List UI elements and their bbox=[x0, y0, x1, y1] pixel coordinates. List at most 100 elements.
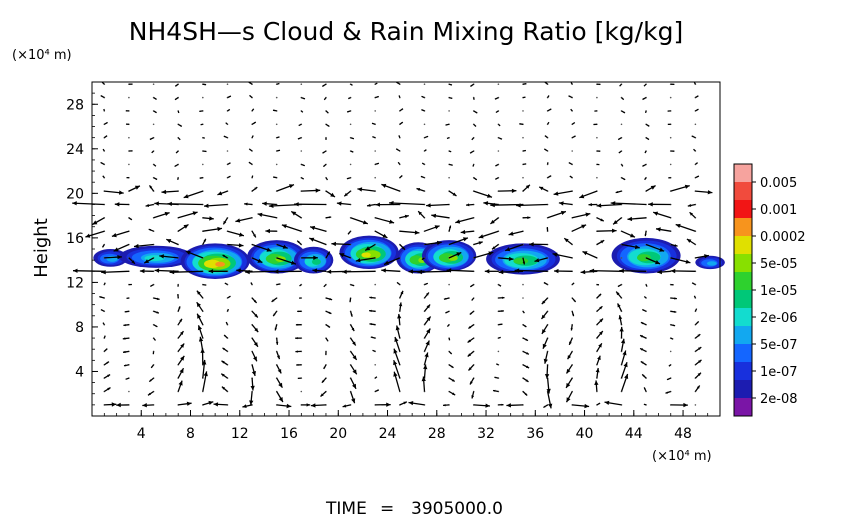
cloud-contour bbox=[215, 261, 226, 267]
cloud-contour bbox=[204, 259, 221, 269]
wind-arrowhead bbox=[421, 376, 426, 382]
wind-arrowhead bbox=[672, 83, 675, 85]
wind-arrowhead bbox=[348, 232, 350, 235]
grid-dot bbox=[128, 136, 130, 139]
wind-arrowhead bbox=[546, 388, 551, 394]
wind-arrow bbox=[388, 202, 425, 206]
wind-arrowhead bbox=[367, 203, 371, 207]
wind-arrowhead bbox=[330, 192, 335, 197]
grid-dot bbox=[349, 163, 352, 166]
wind-arrowhead bbox=[580, 269, 586, 275]
wind-arrowhead bbox=[365, 246, 371, 251]
wind-arrowhead bbox=[103, 322, 104, 324]
y-tick-label: 4 bbox=[75, 364, 84, 380]
wind-arrowhead bbox=[694, 82, 696, 84]
wind-arrowhead bbox=[653, 211, 659, 216]
wind-arrowhead bbox=[131, 150, 133, 152]
wind-arrowhead bbox=[357, 187, 363, 192]
wind-arrowhead bbox=[103, 149, 104, 151]
wind-arrow bbox=[589, 269, 622, 272]
wind-arrowhead bbox=[615, 190, 619, 194]
wind-arrowhead bbox=[667, 123, 669, 125]
wind-arrowhead bbox=[485, 403, 490, 408]
wind-arrowhead bbox=[397, 282, 399, 284]
grid-dot bbox=[522, 297, 524, 299]
wind-arrowhead bbox=[468, 325, 472, 329]
wind-arrowhead bbox=[197, 325, 202, 331]
wind-arrowhead bbox=[468, 367, 472, 371]
wind-arrowhead bbox=[322, 151, 325, 154]
grid-dot bbox=[448, 176, 450, 179]
wind-arrowhead bbox=[347, 110, 349, 113]
wind-arrowhead bbox=[655, 260, 660, 265]
grid-dot bbox=[448, 283, 450, 286]
grid-dot bbox=[669, 163, 672, 166]
wind-arrowhead bbox=[642, 98, 645, 100]
grid-dot bbox=[522, 136, 524, 139]
wind-arrowhead bbox=[179, 124, 182, 127]
wind-arrowhead bbox=[648, 202, 653, 207]
wind-arrowhead bbox=[627, 216, 633, 222]
wind-arrowhead bbox=[276, 355, 280, 360]
wind-arrowhead bbox=[499, 285, 501, 287]
wind-arrowhead bbox=[616, 291, 620, 296]
wind-arrowhead bbox=[450, 97, 453, 99]
wind-arrowhead bbox=[552, 252, 558, 257]
wind-arrowhead bbox=[572, 314, 574, 317]
wind-arrowhead bbox=[369, 323, 372, 326]
wind-arrowhead bbox=[421, 109, 423, 111]
wind-arrowhead bbox=[573, 135, 576, 138]
wind-arrowhead bbox=[242, 404, 247, 408]
wind-arrowhead bbox=[475, 178, 477, 180]
wind-arrowhead bbox=[659, 247, 665, 252]
wind-arrowhead bbox=[297, 137, 300, 140]
x-tick-label: 44 bbox=[625, 426, 643, 442]
wind-arrowhead bbox=[619, 326, 624, 332]
wind-arrowhead bbox=[672, 338, 674, 340]
wind-arrowhead bbox=[569, 341, 572, 345]
wind-arrowhead bbox=[389, 200, 394, 206]
wind-arrowhead bbox=[600, 218, 604, 222]
wind-arrowhead bbox=[295, 350, 298, 353]
wind-arrowhead bbox=[315, 188, 321, 193]
wind-arrowhead bbox=[644, 387, 646, 390]
wind-arrowhead bbox=[634, 244, 640, 250]
wind-arrowhead bbox=[418, 211, 422, 216]
wind-arrowhead bbox=[244, 202, 248, 206]
wind-arrowhead bbox=[471, 138, 473, 140]
wind-arrowhead bbox=[123, 324, 126, 327]
wind-arrowhead bbox=[155, 178, 158, 180]
wind-arrowhead bbox=[291, 211, 297, 216]
wind-arrowhead bbox=[568, 162, 571, 164]
wind-arrowhead bbox=[451, 365, 454, 368]
wind-arrowhead bbox=[624, 374, 629, 379]
wind-arrowhead bbox=[646, 285, 647, 287]
wind-arrowhead bbox=[553, 191, 559, 196]
grid-dot bbox=[374, 176, 377, 179]
wind-arrowhead bbox=[114, 202, 120, 207]
wind-arrowhead bbox=[393, 371, 398, 377]
wind-arrowhead bbox=[673, 310, 677, 313]
grid-dot bbox=[202, 96, 204, 99]
wind-arrowhead bbox=[326, 339, 329, 342]
wind-arrowhead bbox=[672, 284, 674, 286]
cloud-layer bbox=[93, 235, 725, 279]
wind-arrowhead bbox=[156, 311, 159, 314]
wind-arrowhead bbox=[500, 137, 502, 140]
wind-arrowhead bbox=[328, 216, 332, 219]
wind-arrowhead bbox=[352, 369, 357, 375]
wind-arrowhead bbox=[273, 176, 275, 178]
wind-arrowhead bbox=[381, 183, 387, 188]
wind-arrowhead bbox=[310, 403, 316, 408]
wind-arrowhead bbox=[372, 123, 374, 125]
wind-arrowhead bbox=[478, 234, 484, 239]
wind-arrowhead bbox=[472, 165, 474, 167]
wind-arrowhead bbox=[623, 178, 626, 180]
wind-arrowhead bbox=[696, 162, 698, 164]
wind-arrowhead bbox=[352, 341, 356, 346]
wind-arrowhead bbox=[174, 164, 177, 167]
wind-arrowhead bbox=[668, 177, 670, 179]
grid-dot bbox=[226, 83, 229, 85]
wind-arrowhead bbox=[154, 201, 159, 206]
